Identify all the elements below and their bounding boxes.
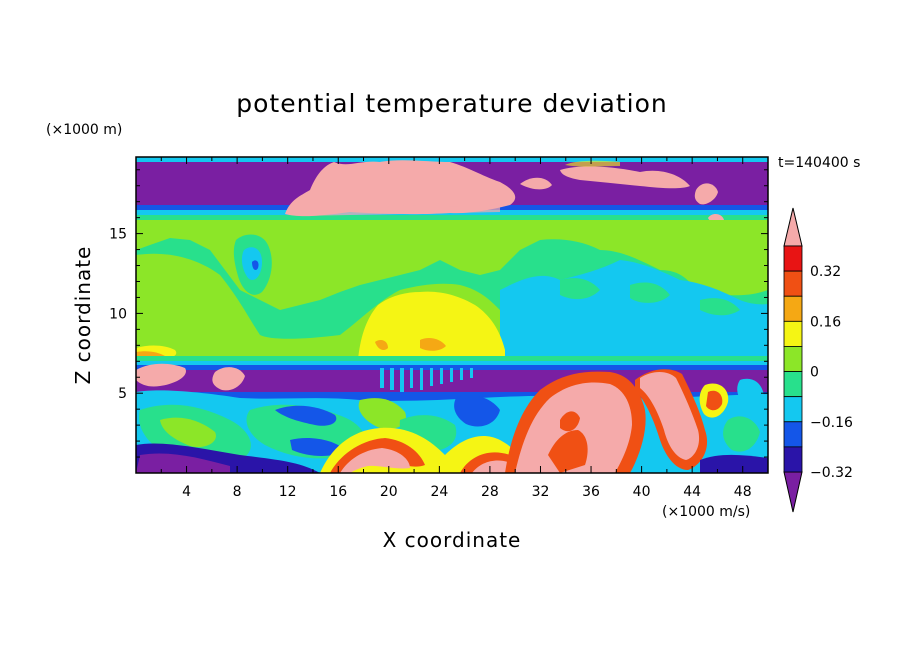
colorbar-tick-label: −0.32 (810, 465, 853, 481)
x-tick-label: 40 (633, 484, 651, 500)
x-tick-label: 20 (380, 484, 398, 500)
x-unit-label: (×1000 m/s) (662, 504, 750, 520)
y-ticks: 5 10 15 (109, 169, 768, 458)
x-tick-label: 28 (481, 484, 499, 500)
colorbar-tick-label: 0.16 (810, 314, 841, 330)
colorbar-segment (783, 446, 803, 473)
colorbar-segment (783, 295, 803, 322)
colorbar-bottom-arrow (783, 471, 803, 513)
y-tick-label: 5 (118, 386, 127, 402)
time-label: t=140400 s (778, 155, 860, 171)
x-tick-label: 36 (582, 484, 600, 500)
colorbar-segment (783, 371, 803, 398)
x-tick-label: 24 (430, 484, 448, 500)
x-tick-label: 44 (683, 484, 701, 500)
colorbar-segment (783, 396, 803, 423)
upper-pink-cloud (285, 160, 516, 217)
plot-field (136, 157, 768, 473)
x-tick-label: 48 (734, 484, 752, 500)
colorbar-segment (783, 245, 803, 272)
colorbar-tick-label: 0 (810, 365, 819, 381)
y-unit-label: (×1000 m) (46, 122, 122, 138)
colorbar-tick-label: 0.32 (810, 264, 841, 280)
colorbar-segment (783, 320, 803, 347)
x-axis-label: X coordinate (383, 528, 522, 552)
y-axis-label: Z coordinate (71, 246, 95, 385)
plot-frame (135, 156, 769, 474)
y-tick-label: 15 (109, 227, 127, 243)
mid-warm-core (358, 291, 505, 360)
colorbar: 0.32 0.16 0 −0.16 −0.32 (783, 207, 853, 513)
x-tick-label: 8 (233, 484, 242, 500)
colorbar-segment (783, 421, 803, 448)
inversion-fingers (380, 368, 473, 392)
colorbar-tick-label: −0.16 (810, 415, 853, 431)
inversion-layer (136, 361, 768, 366)
x-tick-label: 4 (182, 484, 191, 500)
x-ticks: 4 8 12 16 20 24 28 32 36 40 44 48 (160, 157, 752, 500)
x-tick-label: 16 (329, 484, 347, 500)
y-tick-label: 10 (109, 306, 127, 322)
x-tick-label: 12 (279, 484, 297, 500)
colorbar-segment (783, 270, 803, 297)
colorbar-top-arrow (783, 207, 803, 247)
x-tick-label: 32 (532, 484, 550, 500)
chart-title: potential temperature deviation (236, 89, 667, 118)
colorbar-segment (783, 346, 803, 372)
